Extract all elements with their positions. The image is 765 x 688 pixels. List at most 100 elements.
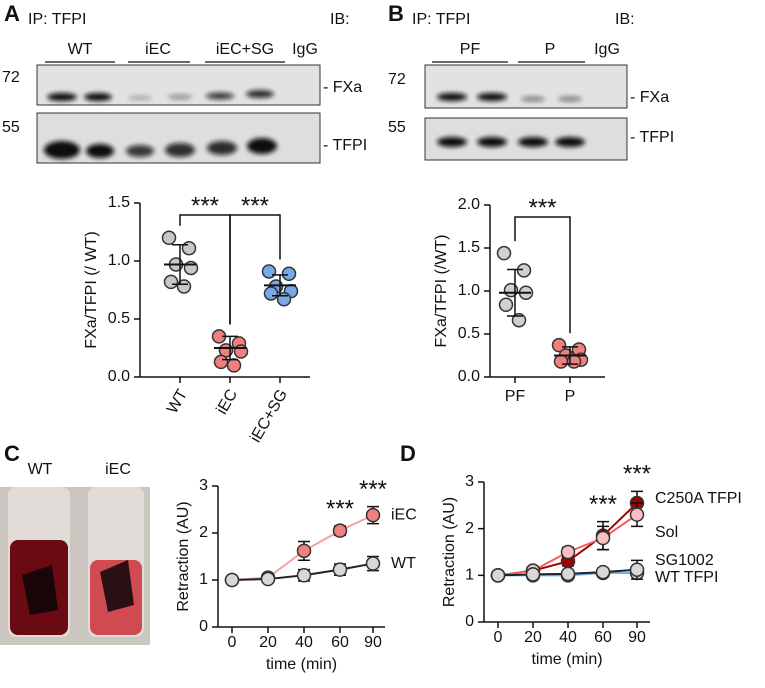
- lane-label: P: [545, 41, 556, 58]
- sd-bar: [222, 335, 238, 361]
- data-point: [551, 337, 567, 353]
- significance-bracket: [229, 214, 281, 325]
- data-point: [490, 568, 506, 583]
- blot-bands: [44, 138, 277, 159]
- panel-label: B: [388, 1, 404, 26]
- legend-label: iEC: [391, 506, 417, 523]
- y-tick-label: 0: [199, 618, 208, 635]
- blot-bands: [437, 137, 585, 147]
- x-tick-label: 90: [364, 634, 382, 651]
- data-point: [226, 358, 242, 373]
- data-point: [629, 562, 645, 577]
- data-point: [629, 507, 645, 522]
- y-axis-title: FXa/TFPI (/ WT): [83, 231, 100, 348]
- ip-label: IP: TFPI: [412, 11, 470, 28]
- legend-label: WT TFPI: [655, 569, 718, 586]
- mw-marker: 72: [2, 69, 20, 86]
- y-tick-label: 3: [465, 473, 474, 490]
- y-tick-label: 0.5: [458, 325, 480, 342]
- panel-label: A: [4, 1, 20, 26]
- data-point: [332, 562, 348, 577]
- legend-label: Sol: [655, 524, 678, 541]
- photo-label: WT: [28, 461, 53, 478]
- significance-bracket: [514, 216, 571, 334]
- y-tick-label: 0.0: [108, 368, 130, 385]
- y-tick-label: 2: [199, 524, 208, 541]
- y-tick-label: 2.0: [458, 196, 480, 213]
- y-tick-label: 2: [465, 520, 474, 537]
- y-axis-title: Retraction (AU): [175, 501, 192, 611]
- lane-label: PF: [460, 41, 481, 58]
- ip-label: IP: TFPI: [28, 11, 86, 28]
- x-tick-label: PF: [505, 388, 526, 405]
- x-tick-label: 20: [259, 634, 277, 651]
- data-point: [163, 274, 179, 290]
- y-axis-title: FXa/TFPI (/WT): [433, 235, 450, 348]
- data-point: [365, 556, 381, 571]
- x-tick-label: 60: [594, 629, 612, 646]
- data-point: [365, 507, 381, 523]
- data-point: [496, 245, 512, 261]
- sd-bar: [562, 346, 578, 365]
- y-tick-label: 1.5: [108, 194, 130, 211]
- data-point: [181, 240, 197, 256]
- photo-label: iEC: [105, 461, 131, 478]
- x-tick-label: P: [565, 388, 576, 405]
- data-point: [296, 568, 312, 583]
- data-point: [553, 354, 569, 369]
- y-tick-label: 0: [465, 613, 474, 630]
- significance-label: ***: [623, 461, 651, 488]
- panel-label: D: [400, 441, 416, 466]
- y-tick-label: 1.0: [108, 252, 130, 269]
- y-tick-label: 1: [465, 567, 474, 584]
- band-label: - FXa: [323, 79, 362, 96]
- significance-label: ***: [241, 192, 269, 219]
- x-tick-label: 20: [524, 629, 542, 646]
- mw-marker: 72: [388, 71, 406, 88]
- significance-label: ***: [326, 495, 354, 522]
- x-tick-label: 60: [331, 634, 349, 651]
- panel-label: C: [4, 441, 20, 466]
- data-point: [183, 260, 199, 276]
- blot-bands: [47, 90, 274, 101]
- lane-label: iEC+SG: [216, 41, 274, 58]
- lane-label: IgG: [594, 41, 620, 58]
- data-point: [263, 286, 279, 301]
- data-point: [260, 571, 276, 587]
- data-point: [498, 297, 514, 313]
- significance-label: ***: [589, 491, 617, 518]
- data-point: [525, 567, 541, 582]
- data-point: [332, 523, 348, 538]
- ib-label: IB:: [615, 11, 635, 28]
- x-tick-label: iEC: [214, 387, 242, 418]
- x-tick-label: 40: [559, 629, 577, 646]
- sd-bar: [272, 274, 288, 297]
- data-point: [595, 564, 611, 580]
- significance-label: ***: [191, 192, 219, 219]
- data-point: [233, 344, 249, 359]
- x-tick-label: WT: [164, 386, 191, 416]
- band-label: - FXa: [630, 89, 669, 106]
- data-point: [595, 530, 611, 546]
- data-point: [224, 572, 240, 588]
- blot-bands: [437, 93, 582, 102]
- lane-label: IgG: [292, 41, 318, 58]
- band-label: - TFPI: [630, 129, 674, 146]
- significance-label: ***: [359, 476, 387, 503]
- photo: [0, 487, 150, 645]
- mw-marker: 55: [2, 119, 20, 136]
- data-point: [560, 566, 576, 582]
- data-point: [213, 354, 229, 370]
- significance-label: ***: [528, 194, 556, 221]
- x-tick-label: iEC+SG: [247, 387, 291, 446]
- ib-label: IB:: [330, 11, 350, 28]
- data-point: [161, 230, 177, 246]
- legend-label: C250A TFPI: [655, 490, 742, 507]
- lane-label: WT: [68, 41, 93, 58]
- y-axis-title: Retraction (AU): [441, 497, 458, 607]
- y-tick-label: 0.0: [458, 368, 480, 385]
- legend-label: SG1002: [655, 552, 714, 569]
- y-tick-label: 1.0: [458, 282, 480, 299]
- x-tick-label: 0: [228, 634, 237, 651]
